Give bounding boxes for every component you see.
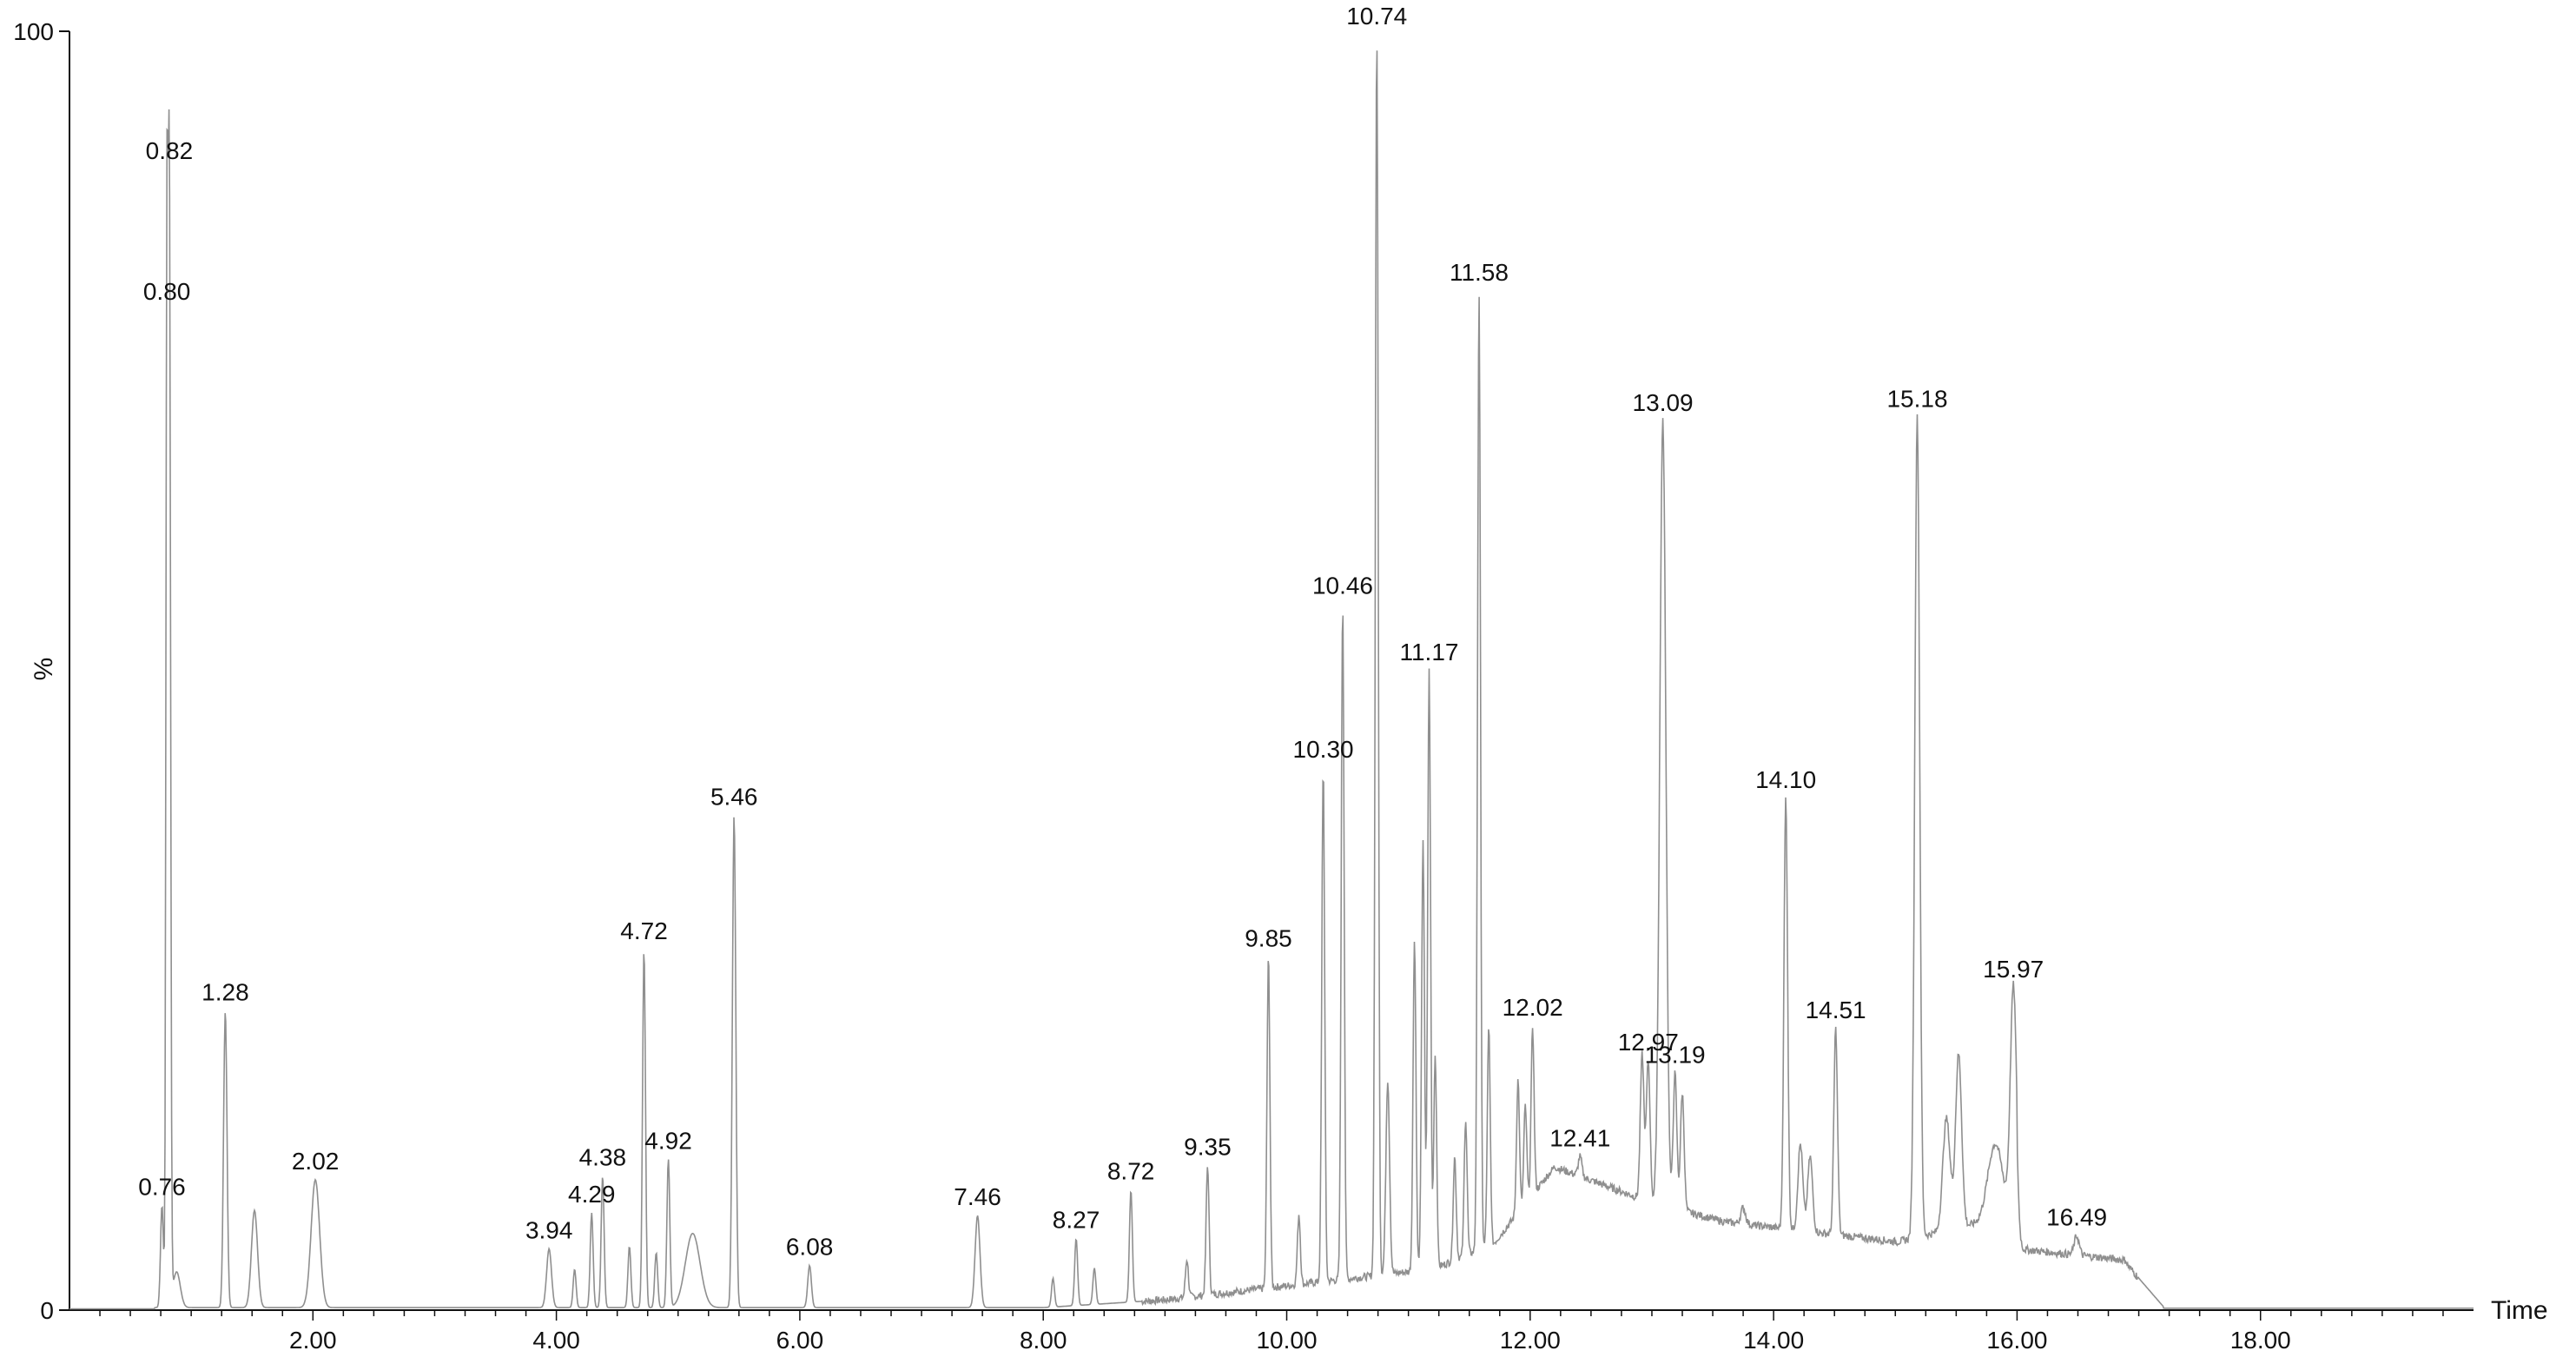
peak-label: 4.38 [579,1143,627,1170]
peak-label: 9.35 [1184,1134,1232,1161]
peak-label: 4.72 [620,917,668,944]
peak-label: 5.46 [710,783,758,810]
peak-label: 1.28 [201,979,249,1006]
peak-label: 12.41 [1549,1124,1610,1151]
x-tick-label: 16.00 [1986,1327,2047,1354]
x-tick-label: 2.00 [289,1327,337,1354]
peak-label: 13.09 [1633,389,1694,416]
peak-label: 8.27 [1053,1207,1100,1234]
x-axis-title: Time [2491,1296,2548,1325]
peak-label: 0.82 [146,137,194,164]
y-tick-label-0: 0 [40,1297,54,1324]
peak-label: 11.58 [1450,259,1509,286]
peak-label: 9.85 [1245,925,1292,952]
peak-label: 15.97 [1983,956,2044,983]
peak-label: 16.49 [2046,1204,2107,1231]
peak-labels: 0.76 0.80 0.82 1.28 2.02 3.94 4.29 4.38 4.72 4.92… [138,3,2107,1260]
peak-label: 4.29 [568,1181,616,1208]
peak-label: 0.76 [138,1173,186,1200]
x-tick-label: 14.00 [1743,1327,1804,1354]
x-tick-label: 8.00 [1020,1327,1067,1354]
y-tick-label-100: 100 [13,18,54,45]
peak-label: 10.74 [1346,3,1407,30]
peak-label: 8.72 [1107,1158,1155,1185]
y-axis-title: % [30,658,58,681]
peak-label: 15.18 [1886,386,1947,413]
peak-label: 6.08 [786,1233,834,1260]
x-tick-label: 4.00 [532,1327,580,1354]
x-tick-label: 18.00 [2230,1327,2291,1354]
peak-label: 11.17 [1399,639,1458,665]
x-tick-label: 12.00 [1500,1327,1561,1354]
y-ticks: 100 0 [13,18,69,1324]
peak-label: 13.19 [1645,1042,1706,1069]
x-minor-ticks [99,1310,2444,1321]
peak-label: 14.10 [1755,766,1816,793]
peak-label: 2.02 [292,1148,340,1175]
peak-label: 4.92 [644,1127,692,1154]
chromatogram-trace [69,50,2474,1310]
peak-label: 0.80 [143,278,191,305]
x-tick-label: 6.00 [776,1327,824,1354]
peak-label: 14.51 [1806,997,1866,1023]
peak-label: 12.02 [1503,994,1563,1021]
x-tick-labels: 2.00 4.00 6.00 8.00 10.00 12.00 14.00 16.00 18.0… [289,1327,2291,1354]
trace-layer [69,50,2474,1310]
peak-label: 7.46 [954,1183,1001,1210]
x-tick-label: 10.00 [1256,1327,1317,1354]
peak-label: 10.30 [1293,736,1354,763]
peak-label: 12.97 [1618,1029,1679,1056]
peak-label: 10.46 [1312,572,1373,599]
peak-label: 3.94 [525,1216,573,1243]
axes [69,31,2474,1311]
